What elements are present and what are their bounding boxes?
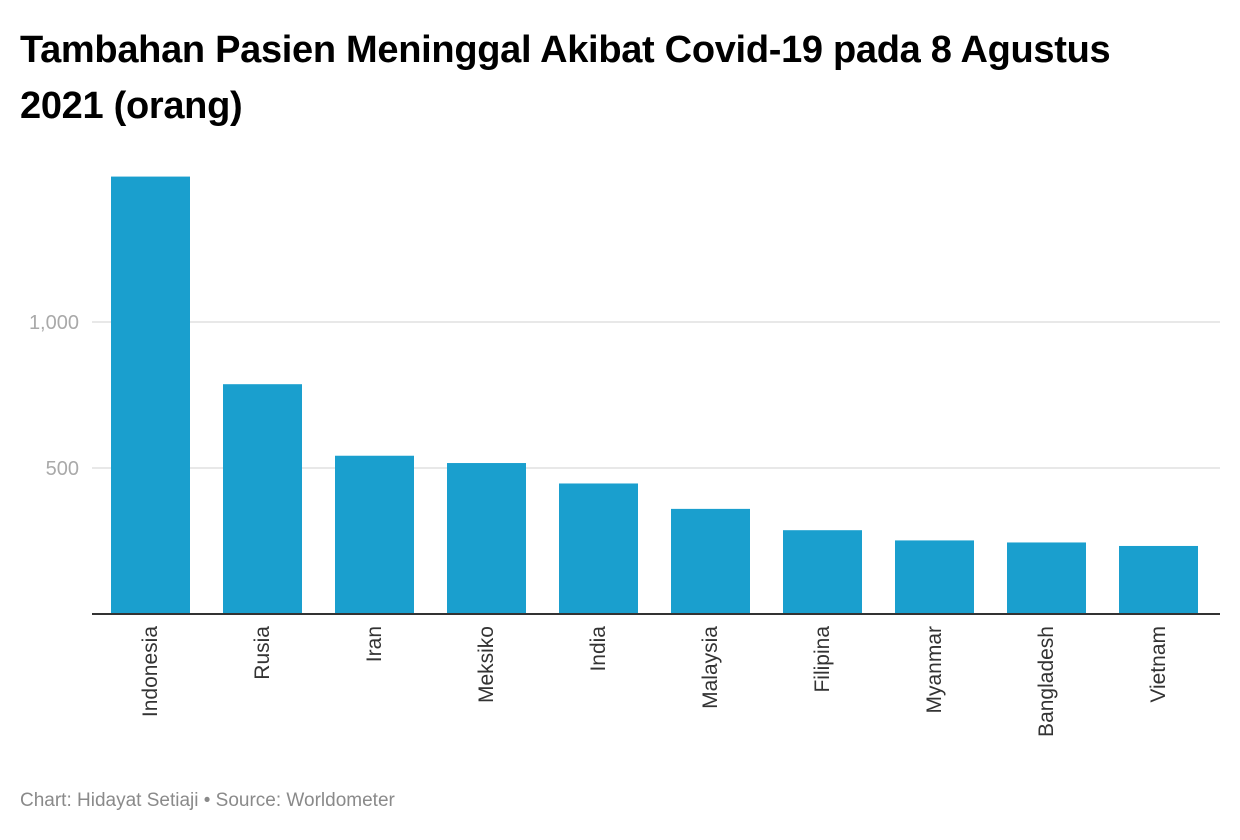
x-category-label: Meksiko (475, 626, 498, 703)
x-category-label: Rusia (251, 626, 274, 680)
x-category-label: Malaysia (699, 626, 722, 709)
x-category-label: Bangladesh (1035, 626, 1058, 737)
chart-credit: Chart: Hidayat Setiaji • Source: Worldom… (20, 790, 395, 811)
bar (1119, 545, 1198, 614)
bar (111, 176, 190, 615)
bar (335, 455, 414, 614)
x-category-label: Indonesia (139, 626, 162, 717)
bar (223, 384, 302, 614)
x-axis-labels: Indonesia Rusia Iran Meksiko India Malaysia Fi… (139, 626, 1170, 737)
bar (447, 463, 526, 614)
x-category-label: Filipina (811, 626, 834, 693)
y-tick-label: 1,000 (29, 312, 79, 334)
bar (559, 483, 638, 614)
bar (783, 530, 862, 614)
chart-title: Tambahan Pasien Meninggal Akibat Covid-1… (20, 29, 1111, 127)
x-category-label: India (587, 626, 610, 672)
bar (895, 540, 974, 614)
x-category-label: Myanmar (923, 626, 946, 714)
bar (671, 508, 750, 614)
y-tick-label: 500 (46, 458, 79, 480)
x-category-label: Iran (363, 626, 386, 662)
x-category-label: Vietnam (1147, 626, 1170, 703)
y-axis-ticks: 500 1,000 (29, 312, 79, 480)
bar (1007, 542, 1086, 614)
bars (111, 176, 1198, 615)
